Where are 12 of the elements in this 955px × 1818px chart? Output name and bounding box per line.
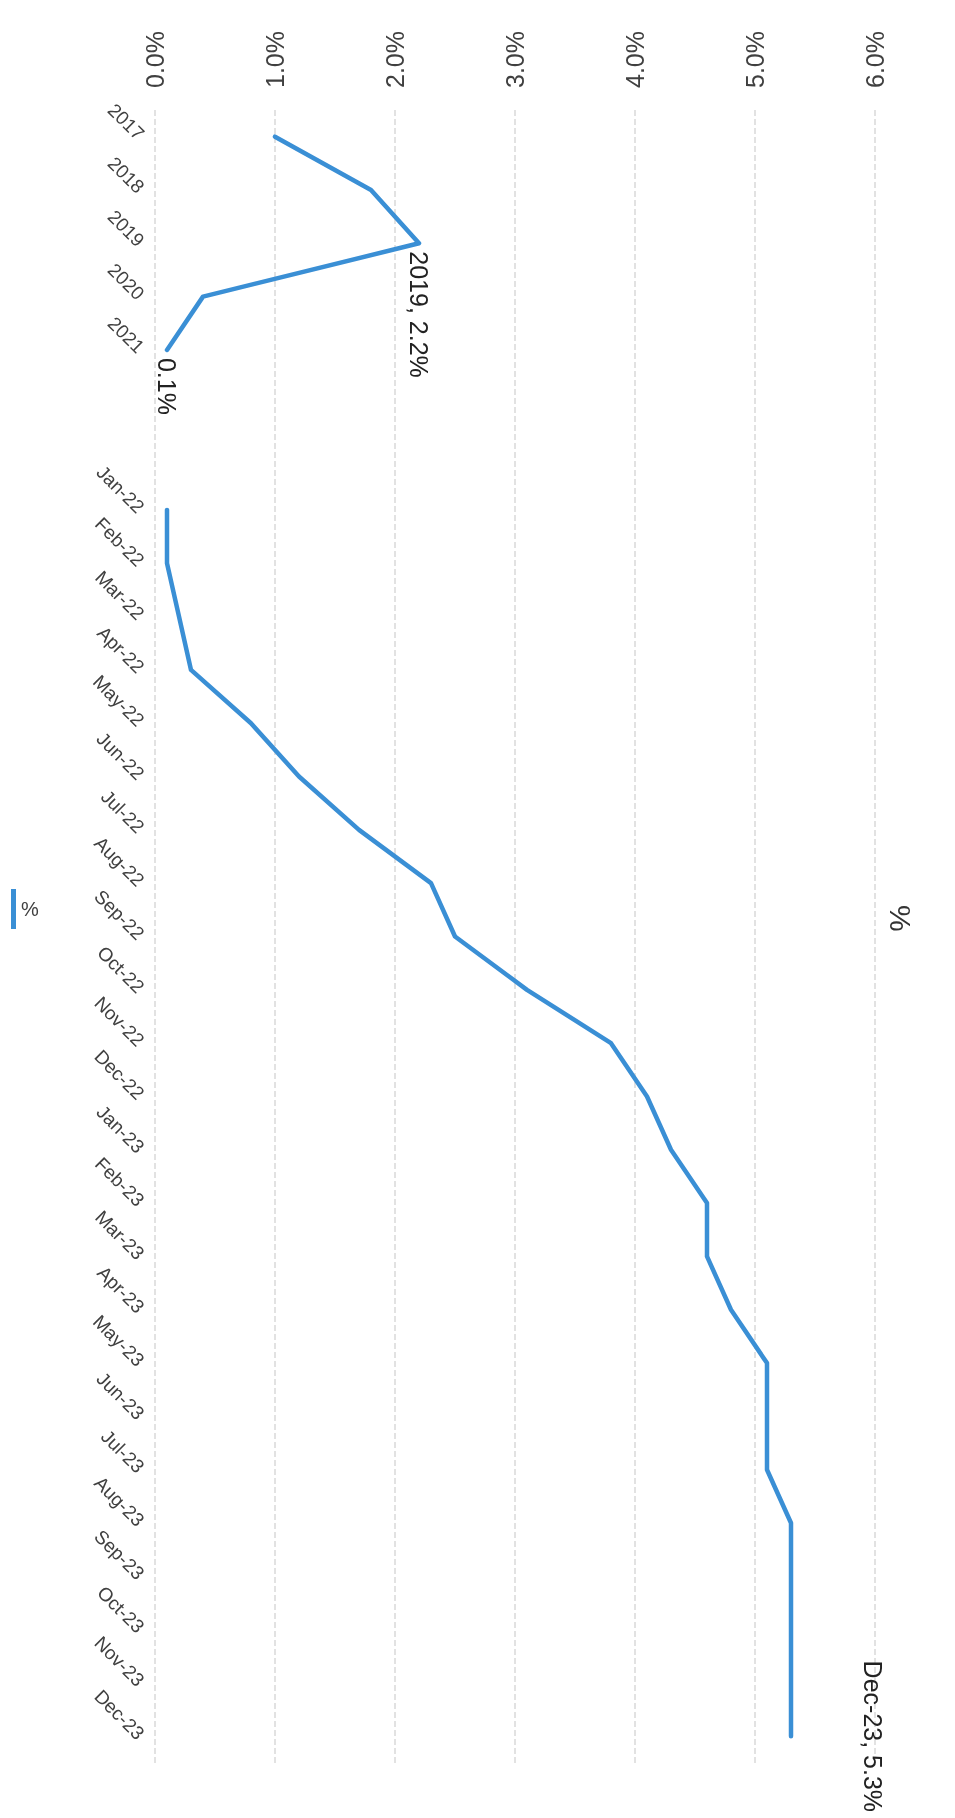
x-tick-label: 4.0%: [621, 31, 649, 88]
annotation: 0.1%: [153, 357, 181, 415]
annotation: Dec-23, 5.3%: [859, 1660, 887, 1813]
x-tick-label: 5.0%: [741, 31, 769, 88]
annotation: 2019, 2.2%: [405, 251, 433, 378]
text: %: [883, 905, 917, 932]
x-tick-label: 0.0%: [141, 31, 169, 88]
x-tick-label: 6.0%: [861, 31, 889, 88]
x-tick-label: 3.0%: [501, 31, 529, 88]
x-tick-label: 2.0%: [381, 31, 409, 88]
x-tick-label: 1.0%: [261, 31, 289, 88]
legend-label: %: [21, 898, 39, 920]
